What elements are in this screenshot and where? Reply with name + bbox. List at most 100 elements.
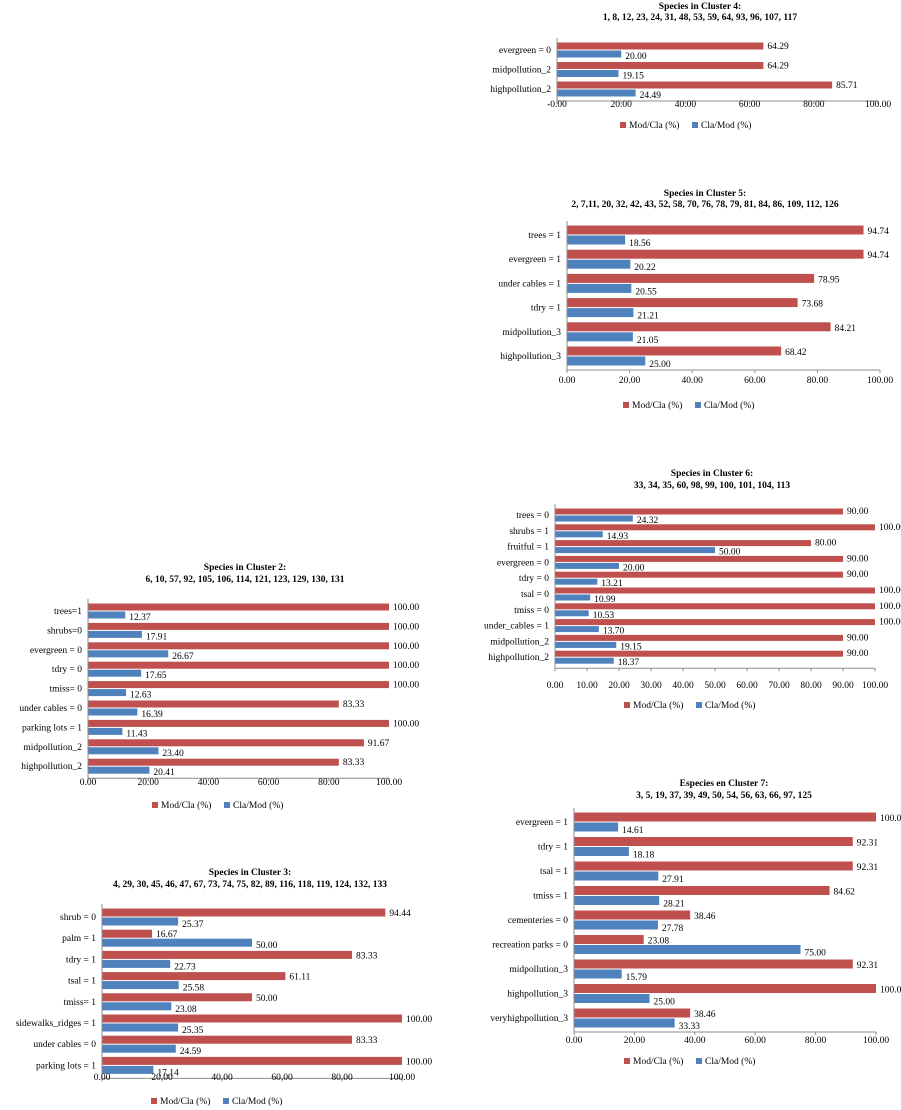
- chart4-x-tick-label: 80.00: [318, 778, 340, 788]
- chart6-value-label-mod-cla: 50.00: [256, 994, 278, 1004]
- chart5-subtitle: 3, 5, 19, 37, 39, 49, 50, 54, 56, 63, 66…: [636, 791, 812, 801]
- chart6-value-label-mod-cla: 16.67: [156, 930, 178, 940]
- chart5-category-label: tsal = 1: [540, 867, 568, 877]
- chart1-value-label-mod-cla: 64.29: [767, 62, 789, 72]
- chart4-category-label: parking lots = 1: [22, 723, 82, 733]
- chart3-bar-cla-mod: [555, 626, 599, 633]
- chart1-x-tick-label: 20.00: [611, 100, 633, 110]
- chart4-bar-cla-mod: [88, 689, 127, 697]
- chart4-bar-mod-cla: [88, 661, 389, 669]
- chart5-value-label-mod-cla: 92.31: [857, 863, 879, 873]
- chart5-value-label-mod-cla: 38.46: [694, 1010, 716, 1020]
- chart2-legend-swatch-mod-cla: [623, 402, 629, 408]
- chart5-category-label: cementeries = 0: [508, 916, 568, 926]
- chart6-category-label: tsal = 1: [68, 977, 96, 987]
- chart2-value-label-cla-mod: 20.55: [635, 287, 657, 297]
- chart2-x-tick-label: 100.00: [867, 376, 893, 386]
- chart6-bar-mod-cla: [102, 972, 286, 981]
- chart4-x-tick-label: 40.00: [198, 778, 220, 788]
- chart5-category-label: highpollution_3: [507, 990, 568, 1000]
- chart4-value-label-cla-mod: 26.67: [172, 652, 194, 662]
- chart2-value-label-mod-cla: 68.42: [785, 348, 807, 358]
- chart3-bar-mod-cla: [555, 540, 811, 547]
- chart5-x-tick-label: 60.00: [745, 1036, 767, 1046]
- chart3-value-label-mod-cla: 100.00: [879, 523, 901, 533]
- chart3-x-tick-label: 20.00: [608, 681, 630, 691]
- chart3-category-label: tdry = 0: [519, 574, 549, 584]
- chart6-value-label-mod-cla: 100.00: [406, 1015, 432, 1025]
- chart6-bar-mod-cla: [102, 929, 153, 938]
- chart3-value-label-cla-mod: 13.70: [603, 627, 625, 637]
- chart3-bar-cla-mod: [555, 547, 715, 554]
- chart5-value-label-mod-cla: 38.46: [694, 912, 716, 922]
- chart4-x-tick-label: 100.00: [376, 778, 402, 788]
- chart2-value-label-cla-mod: 21.05: [637, 336, 659, 346]
- chart3-legend-swatch-cla-mod: [696, 702, 702, 708]
- chart6-legend-label-mod-cla: Mod/Cla (%): [160, 1096, 210, 1107]
- chart1-value-label-mod-cla: 85.71: [836, 81, 858, 91]
- chart1-bar-cla-mod: [557, 70, 619, 77]
- chart1-category-label: evergreen = 0: [499, 46, 551, 56]
- chart4-bar-cla-mod: [88, 669, 142, 677]
- chart5-legend-label-cla-mod: Cla/Mod (%): [705, 1056, 755, 1067]
- chart6-bar-mod-cla: [102, 908, 386, 917]
- chart5-x-tick-label: 80.00: [805, 1036, 827, 1046]
- chart5-bar-mod-cla: [574, 959, 853, 969]
- chart2-bar-mod-cla: [567, 273, 815, 283]
- chart1-x-tick-label: 60.00: [739, 100, 761, 110]
- chart1-value-label-cla-mod: 19.15: [622, 72, 644, 82]
- chart1-value-label-mod-cla: 64.29: [767, 42, 789, 52]
- chart3-x-tick-label: 40.00: [672, 681, 694, 691]
- chart4-bar-mod-cla: [88, 681, 389, 689]
- chart1-bar-cla-mod: [557, 89, 636, 97]
- chart4-bar-cla-mod: [88, 650, 169, 658]
- chart2-bar-cla-mod: [567, 332, 633, 342]
- chart6-value-label-cla-mod: 25.37: [182, 920, 204, 930]
- chart6-value-label-cla-mod: 25.58: [183, 984, 205, 994]
- chart5-bar-mod-cla: [574, 812, 876, 822]
- chart1-legend-swatch-mod-cla: [620, 122, 626, 128]
- chart6-value-label-mod-cla: 94.44: [389, 909, 411, 919]
- chart4-value-label-mod-cla: 83.33: [343, 700, 365, 710]
- chart5-bar-mod-cla: [574, 935, 644, 944]
- chart4-subtitle: 6, 10, 57, 92, 105, 106, 114, 121, 123, …: [146, 575, 345, 585]
- chart2-value-label-cla-mod: 20.22: [634, 263, 656, 273]
- chart6-bar-cla-mod: [102, 981, 179, 990]
- chart4-value-label-mod-cla: 83.33: [343, 758, 365, 768]
- chart6-category-label: parking lots = 1: [36, 1061, 96, 1071]
- chart3-bar-cla-mod: [555, 562, 619, 569]
- chart2-bar-cla-mod: [567, 283, 632, 293]
- chart3-bar-cla-mod: [555, 515, 633, 522]
- chart4-value-label-cla-mod: 20.41: [153, 768, 175, 778]
- chart4-value-label-cla-mod: 17.65: [145, 671, 167, 681]
- chart4-bar-mod-cla: [88, 700, 339, 708]
- chart5-bar-cla-mod: [574, 920, 658, 930]
- chart5-value-label-mod-cla: 23.08: [648, 937, 670, 947]
- chart6-value-label-mod-cla: 100.00: [406, 1057, 432, 1067]
- chart4-category-label: trees=1: [54, 607, 82, 617]
- chart6-x-tick-label: 40.00: [211, 1073, 233, 1083]
- chart3-bar-cla-mod: [555, 641, 617, 648]
- chart4-category-label: midpollution_2: [23, 743, 82, 753]
- chart6-x-tick-label: 0.00: [94, 1073, 111, 1083]
- chart3-value-label-cla-mod: 10.99: [594, 595, 616, 605]
- chart2-x-tick-label: 60.00: [744, 376, 766, 386]
- chart1-category-label: highpollution_2: [490, 85, 551, 95]
- chart4-bar-cla-mod: [88, 727, 123, 735]
- chart4-value-label-mod-cla: 100.00: [393, 661, 419, 671]
- chart5-bar-cla-mod: [574, 871, 659, 881]
- chart4-bar-mod-cla: [88, 603, 389, 611]
- chart4-category-label: tdry = 0: [52, 665, 82, 675]
- chart5-value-label-mod-cla: 84.62: [834, 888, 856, 898]
- chart5-value-label-cla-mod: 15.79: [626, 973, 648, 983]
- chart5-legend-swatch-mod-cla: [624, 1058, 630, 1064]
- chart3-bar-mod-cla: [555, 634, 843, 641]
- chart2-value-label-mod-cla: 94.74: [868, 251, 890, 261]
- chart5-category-label: evergreen = 1: [516, 818, 568, 828]
- chart6-value-label-mod-cla: 61.11: [289, 973, 310, 983]
- chart5-bar-mod-cla: [574, 910, 691, 920]
- chart4-legend-label-mod-cla: Mod/Cla (%): [161, 800, 211, 811]
- chart3-value-label-mod-cla: 90.00: [847, 507, 869, 517]
- chart3-value-label-cla-mod: 13.21: [601, 579, 623, 589]
- chart4-legend-swatch-mod-cla: [152, 802, 158, 808]
